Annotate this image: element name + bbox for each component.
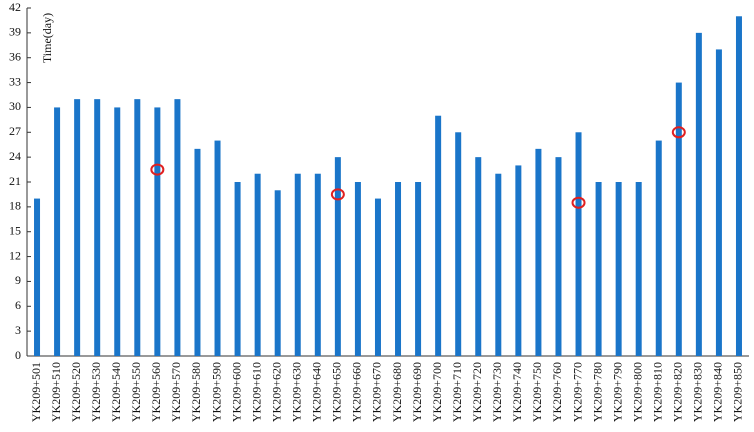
x-tick-label: YK209+590	[209, 362, 223, 422]
marker-circle	[330, 188, 345, 201]
bar	[435, 115, 442, 356]
x-tick-label: YK209+730	[490, 362, 504, 422]
bar	[74, 99, 81, 357]
x-tick-label: YK209+540	[109, 362, 123, 422]
bar	[214, 140, 221, 356]
bar	[455, 132, 462, 356]
y-tick-label: 36	[9, 49, 21, 63]
bar	[234, 182, 241, 356]
bar	[274, 190, 281, 356]
bar	[515, 165, 522, 356]
bar	[675, 82, 682, 357]
x-tick-label: YK209+570	[169, 362, 183, 422]
bar	[415, 182, 422, 356]
y-tick-label: 0	[15, 348, 21, 362]
marker-circle	[150, 163, 165, 176]
x-tick-label: YK209+620	[269, 362, 283, 422]
bar	[94, 99, 101, 357]
y-tick-label: 21	[9, 174, 21, 188]
x-tick-label: YK209+630	[290, 362, 304, 422]
bar	[735, 16, 742, 357]
y-tick-label: 27	[9, 124, 21, 138]
bar	[695, 32, 702, 356]
bar	[595, 182, 602, 356]
x-tick-label: YK209+640	[310, 362, 324, 422]
y-tick-label: 24	[9, 149, 21, 163]
x-tick-label: YK209+760	[550, 362, 564, 422]
bar	[655, 140, 662, 356]
x-tick-label: YK209+710	[450, 362, 464, 422]
bar	[374, 198, 381, 356]
bar	[34, 198, 41, 356]
bar	[635, 182, 642, 356]
x-tick-label: YK209+560	[149, 362, 163, 422]
bar	[615, 182, 622, 356]
x-tick-label: YK209+810	[651, 362, 665, 422]
x-tick-label: YK209+770	[570, 362, 584, 422]
x-tick-label: YK209+650	[330, 362, 344, 422]
bar	[194, 148, 201, 356]
x-tick-label: YK209+660	[350, 362, 364, 422]
bar	[334, 157, 341, 356]
bar	[134, 99, 141, 357]
x-tick-label: YK209+510	[49, 362, 63, 422]
y-tick-label: 15	[9, 223, 21, 237]
x-tick-label: YK209+700	[430, 362, 444, 422]
x-tick-label: YK209+600	[229, 362, 243, 422]
x-tick-label: YK209+820	[671, 362, 685, 422]
bar	[54, 107, 61, 356]
y-tick-label: 39	[9, 25, 21, 39]
x-tick-label: YK209+530	[89, 362, 103, 422]
y-tick-label: 9	[15, 273, 21, 287]
x-tick-label: YK209+780	[590, 362, 604, 422]
bar	[314, 173, 321, 356]
bar	[555, 157, 562, 356]
x-tick-label: YK209+550	[129, 362, 143, 422]
x-tick-label: YK209+790	[610, 362, 624, 422]
bar	[354, 182, 361, 356]
y-tick-label: 42	[9, 0, 21, 14]
bar	[254, 173, 261, 356]
bar	[174, 99, 181, 357]
bar	[495, 173, 502, 356]
bar	[154, 107, 161, 356]
bar	[575, 132, 582, 356]
x-tick-label: YK209+830	[691, 362, 705, 422]
bar	[475, 157, 482, 356]
y-tick-label: 33	[9, 74, 21, 88]
y-tick-label: 12	[9, 248, 21, 262]
y-tick-label: 30	[9, 99, 21, 113]
x-tick-label: YK209+720	[470, 362, 484, 422]
x-tick-label: YK209+501	[29, 362, 43, 422]
bar	[294, 173, 301, 356]
x-tick-label: YK209+690	[410, 362, 424, 422]
x-tick-label: YK209+850	[731, 362, 745, 422]
x-tick-label: YK209+580	[189, 362, 203, 422]
x-tick-label: YK209+520	[69, 362, 83, 422]
marker-circle	[671, 126, 686, 139]
marker-circle	[571, 196, 586, 209]
bar	[535, 148, 542, 356]
x-tick-label: YK209+840	[711, 362, 725, 422]
x-tick-label: YK209+680	[390, 362, 404, 422]
bar	[715, 49, 722, 357]
y-tick-label: 18	[9, 199, 21, 213]
y-axis-label: Time(day)	[40, 13, 54, 63]
y-tick-label: 3	[15, 323, 21, 337]
x-tick-label: YK209+670	[370, 362, 384, 422]
x-tick-label: YK209+740	[510, 362, 524, 422]
x-tick-label: YK209+800	[630, 362, 644, 422]
x-tick-label: YK209+610	[249, 362, 263, 422]
bar	[114, 107, 121, 356]
x-tick-label: YK209+750	[530, 362, 544, 422]
bar	[395, 182, 402, 356]
y-tick-label: 6	[15, 298, 21, 312]
